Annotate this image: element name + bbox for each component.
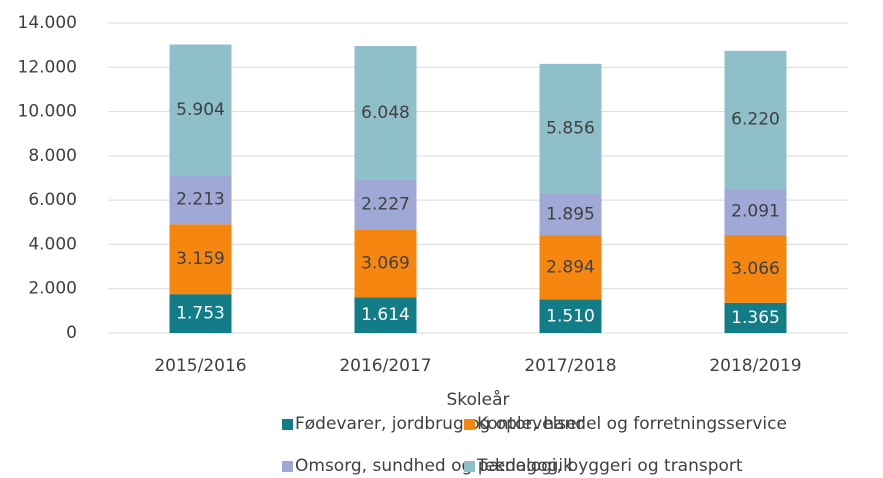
data-label: 2.227 — [361, 195, 410, 215]
bar-segment — [169, 294, 232, 333]
bar-segment — [539, 235, 602, 300]
bar-segment — [169, 175, 232, 225]
data-label: 1.510 — [546, 306, 595, 326]
data-label: 2.213 — [176, 190, 225, 210]
x-tick-label: 2015/2016 — [154, 356, 246, 376]
bar-segment — [354, 179, 417, 230]
y-tick-label: 4.000 — [28, 234, 77, 254]
y-tick-label: 6.000 — [28, 190, 77, 210]
data-label: 1.895 — [546, 205, 595, 225]
data-label: 6.220 — [731, 110, 780, 130]
legend-label: Omsorg, sundhed og pædagogik — [295, 456, 573, 476]
legend-label: Fødevarer, jordbrug og oplevelser — [295, 414, 584, 434]
bar-segment — [354, 229, 417, 298]
bar-segment — [539, 299, 602, 333]
data-label: 1.365 — [731, 308, 780, 328]
bar-segment — [539, 193, 602, 236]
bar-segment — [724, 234, 787, 303]
data-label: 5.856 — [546, 119, 595, 139]
data-label: 1.614 — [361, 305, 410, 325]
legend-label: Teknologi, byggeri og transport — [476, 456, 743, 476]
data-label: 1.753 — [176, 304, 225, 324]
x-tick-label: 2017/2018 — [524, 356, 616, 376]
y-tick-label: 2.000 — [28, 279, 77, 299]
data-label: 5.904 — [176, 100, 225, 120]
bar-segment — [724, 50, 787, 189]
data-label: 3.066 — [731, 259, 780, 279]
bar-segment — [169, 44, 232, 176]
bar-segment — [354, 46, 417, 180]
bar-segment — [539, 63, 602, 194]
data-label: 3.069 — [361, 253, 410, 273]
y-tick-label: 14.000 — [18, 13, 77, 33]
legend-swatch — [282, 461, 293, 472]
bar-segment — [169, 224, 232, 295]
x-axis-label: Skoleår — [446, 389, 509, 410]
legend-swatch — [464, 461, 475, 472]
bar-segment — [724, 302, 787, 333]
legend-swatch — [464, 419, 475, 430]
y-tick-label: 10.000 — [18, 102, 77, 122]
x-tick-label: 2018/2019 — [709, 356, 801, 376]
legend-swatch — [282, 419, 293, 430]
legend-label: Kontor, handel og forretningsservice — [477, 414, 787, 434]
data-label: 3.159 — [176, 249, 225, 269]
y-tick-label: 0 — [66, 323, 77, 343]
data-label: 2.091 — [731, 202, 780, 222]
data-label: 2.894 — [546, 258, 595, 278]
data-label: 6.048 — [361, 103, 410, 123]
bar-segment — [354, 297, 417, 333]
x-tick-label: 2016/2017 — [339, 356, 431, 376]
bar-segment — [724, 188, 787, 235]
y-tick-label: 12.000 — [18, 57, 77, 77]
y-tick-label: 8.000 — [28, 146, 77, 166]
